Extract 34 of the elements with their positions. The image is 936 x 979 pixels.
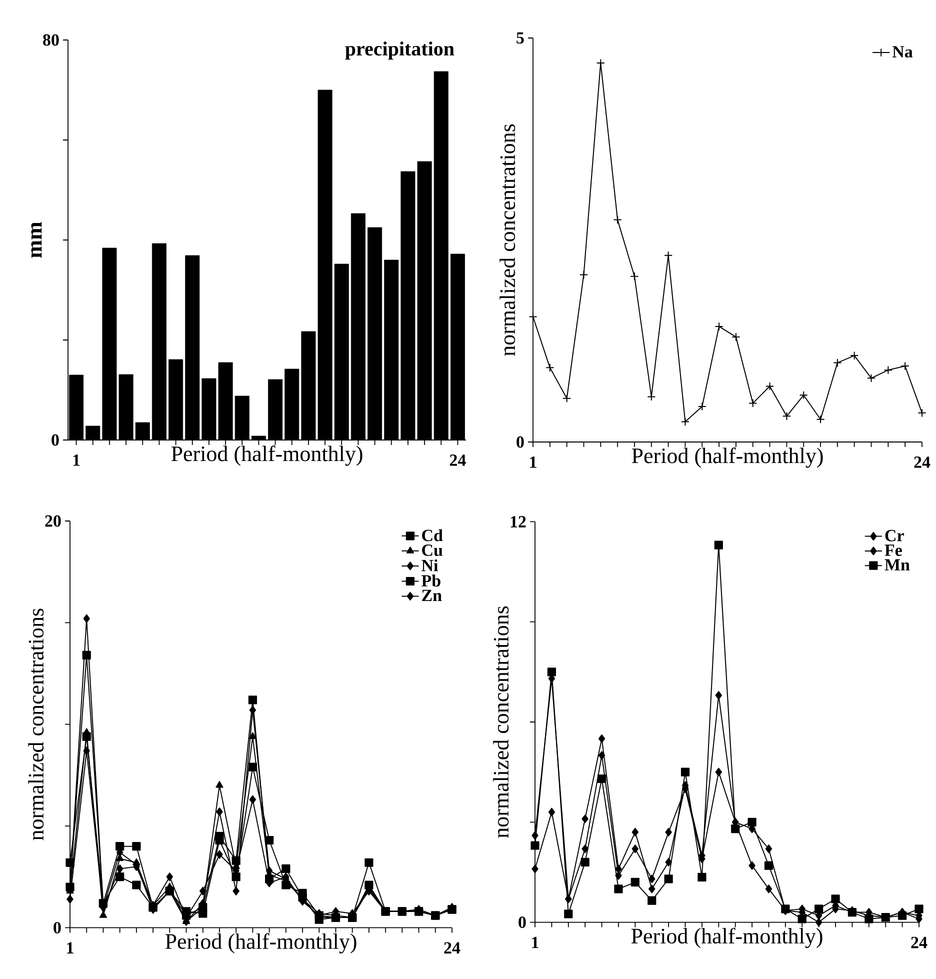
x-tick-label: 24	[450, 454, 466, 466]
y-tick-label: 0	[518, 916, 526, 928]
legend-label: Ni	[422, 559, 438, 572]
y-tick-label: 80	[43, 34, 59, 46]
y-axis-title: normalized concentrations	[500, 124, 516, 356]
x-axis-title: Period (half-monthly)	[631, 928, 822, 948]
legend-label: Na	[892, 46, 913, 58]
legend-label: Mn	[884, 559, 910, 570]
x-tick-label: 1	[532, 936, 538, 948]
legend-label: Cr	[885, 530, 904, 542]
y-tick-label: 0	[516, 436, 524, 448]
y-axis-title: mm	[31, 222, 42, 258]
legend-label: Cu	[422, 544, 443, 556]
x-tick-label: 24	[911, 936, 928, 948]
x-tick-label: 24	[444, 942, 460, 954]
y-axis-title: normalized concentrations	[28, 608, 44, 840]
x-tick-label: 1	[67, 942, 74, 954]
x-tick-label: 24	[914, 456, 930, 468]
y-tick-label: 0	[52, 434, 59, 446]
y-tick-label: 0	[54, 922, 61, 934]
y-tick-label: 20	[45, 515, 61, 527]
legend-label: Fe	[884, 544, 902, 556]
legend-label: Cd	[422, 529, 443, 542]
x-axis-title: Period (half-monthly)	[171, 446, 362, 466]
legend-label: Pb	[422, 574, 440, 587]
y-tick-label: 5	[516, 32, 524, 44]
x-axis-title: Period (half-monthly)	[165, 933, 356, 954]
y-tick-label: 12	[510, 516, 526, 528]
x-tick-label: 1	[73, 454, 80, 466]
legend-label: Zn	[422, 590, 442, 602]
y-axis-title: normalized concentrations	[493, 606, 509, 838]
chart-title: precipitation	[345, 42, 454, 60]
x-tick-label: 1	[530, 456, 536, 468]
x-axis-title: Period (half-monthly)	[632, 448, 823, 468]
